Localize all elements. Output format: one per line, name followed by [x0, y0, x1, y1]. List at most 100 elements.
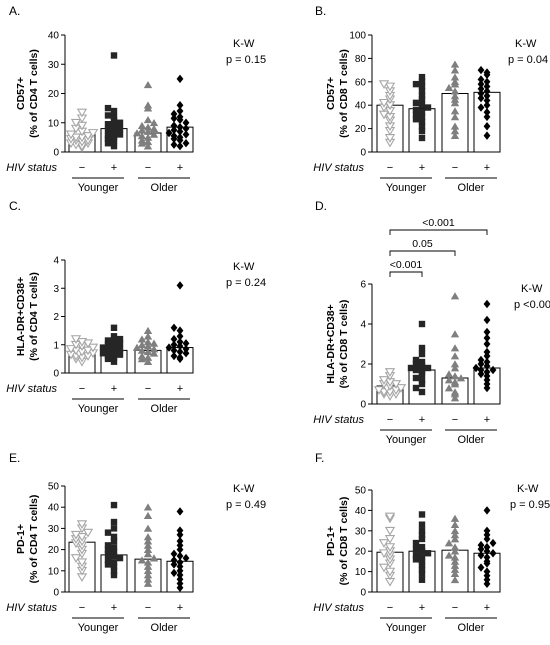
- comparison-bracket: [389, 250, 456, 256]
- y-axis-label: PD-1+ (% of CD8 T cells): [325, 497, 350, 586]
- marker-square: [418, 78, 426, 85]
- marker-diamond: [170, 125, 178, 135]
- group-label-older: Older: [151, 182, 178, 194]
- hiv-sign: −: [452, 414, 458, 426]
- marker-grey-triangle: [450, 92, 460, 100]
- y-tick-label: 3: [53, 284, 59, 295]
- panel-f: F. 0 10 20 30 40 50 PD-1+ (% of CD8 T cells) K-W p…: [313, 451, 550, 634]
- y-tick-label: 10: [48, 118, 60, 129]
- marker-square: [418, 92, 426, 100]
- test-name: K-W: [521, 283, 543, 295]
- marker-square: [104, 542, 112, 549]
- marker-diamond: [170, 346, 178, 355]
- marker-square: [116, 125, 124, 132]
- marker-square: [116, 119, 124, 126]
- marker-diamond: [170, 556, 178, 565]
- marker-square: [110, 107, 118, 115]
- hiv-status-label: HIV status: [313, 602, 364, 614]
- y-tick-label: 4: [53, 256, 59, 267]
- marker-diamond: [170, 560, 178, 569]
- marker-grey-triangle: [132, 129, 142, 137]
- marker-square: [418, 558, 426, 565]
- marker-diamond: [477, 89, 485, 98]
- marker-grey-triangle: [149, 345, 159, 353]
- marker-diamond: [472, 363, 480, 373]
- marker-diamond: [176, 332, 184, 341]
- marker-grey-triangle: [444, 376, 454, 384]
- marker-diamond: [176, 507, 184, 516]
- marker-square: [418, 123, 426, 130]
- marker-diamond: [170, 334, 178, 344]
- marker-diamond: [477, 65, 485, 75]
- hiv-sign: −: [79, 383, 85, 395]
- marker-grey-triangle: [137, 556, 147, 564]
- marker-diamond: [483, 112, 491, 122]
- hiv-sign: +: [111, 602, 117, 614]
- y-tick-label: 50: [355, 486, 367, 497]
- marker-square: [412, 111, 420, 118]
- marker-square: [110, 518, 118, 526]
- y-tick-label: 60: [355, 77, 367, 88]
- y-axis-label-line2: (% of CD4 T cells): [28, 272, 40, 361]
- group-label-older: Older: [458, 182, 485, 194]
- marker-grey-triangle: [450, 352, 460, 360]
- hiv-sign: −: [79, 602, 85, 614]
- marker-square: [110, 537, 118, 545]
- marker-diamond: [182, 339, 190, 348]
- p-value: p = 0.04: [508, 54, 548, 66]
- hiv-status-label: HIV status: [6, 602, 57, 614]
- p-value: p <0.001: [514, 299, 550, 311]
- group-label-younger: Younger: [78, 182, 119, 194]
- marker-hollow-triangle: [390, 380, 402, 389]
- marker-hollow-triangle: [76, 532, 88, 542]
- marker-grey-triangle: [450, 372, 460, 380]
- hiv-status-label: HIV status: [313, 414, 364, 426]
- marker-diamond: [176, 347, 184, 357]
- p-value: p = 0.15: [226, 54, 266, 66]
- marker-square: [412, 360, 420, 368]
- marker-square: [104, 529, 112, 536]
- hiv-sign: −: [79, 162, 85, 174]
- marker-square: [418, 87, 426, 95]
- marker-hollow-triangle: [384, 526, 396, 536]
- marker-square: [418, 368, 426, 376]
- marker-diamond: [176, 74, 184, 84]
- marker-grey-triangle: [450, 520, 460, 529]
- y-tick-label: 80: [355, 54, 367, 65]
- y-tick-label: 40: [355, 101, 367, 112]
- marker-square: [110, 52, 118, 59]
- marker-hollow-triangle: [384, 512, 396, 522]
- y-axis-label: HLA-DR+CD38+ (% of CD4 T cells): [15, 272, 40, 361]
- y-axis-label-line1: PD-1+: [325, 526, 337, 556]
- y-tick-label: 6: [360, 280, 366, 291]
- marker-diamond: [170, 568, 178, 578]
- marker-grey-triangle: [137, 121, 147, 130]
- marker-grey-triangle: [143, 503, 153, 511]
- marker-grey-triangle: [450, 344, 460, 352]
- marker-square: [110, 348, 118, 356]
- marker-square: [110, 142, 118, 150]
- marker-diamond: [176, 127, 184, 136]
- group-label-older: Older: [458, 434, 485, 446]
- marker-square: [412, 366, 420, 374]
- marker-square: [412, 356, 420, 364]
- marker-diamond: [176, 583, 184, 592]
- marker-diamond: [176, 566, 184, 575]
- marker-grey-triangle: [149, 130, 159, 138]
- y-tick-label: 40: [48, 503, 60, 514]
- marker-square: [110, 342, 118, 350]
- marker-grey-triangle: [143, 511, 153, 520]
- marker-grey-triangle: [143, 541, 153, 549]
- marker-grey-triangle: [444, 539, 454, 547]
- marker-grey-triangle: [143, 571, 153, 579]
- marker-diamond: [176, 570, 184, 580]
- marker-square: [110, 567, 118, 574]
- marker-square: [110, 358, 118, 365]
- marker-grey-triangle: [450, 73, 460, 81]
- panel-letter: A.: [9, 4, 20, 18]
- marker-hollow-triangle: [87, 129, 99, 138]
- marker-diamond: [489, 549, 497, 558]
- marker-square: [418, 527, 426, 534]
- marker-diamond: [176, 337, 184, 347]
- marker-grey-triangle: [137, 335, 147, 343]
